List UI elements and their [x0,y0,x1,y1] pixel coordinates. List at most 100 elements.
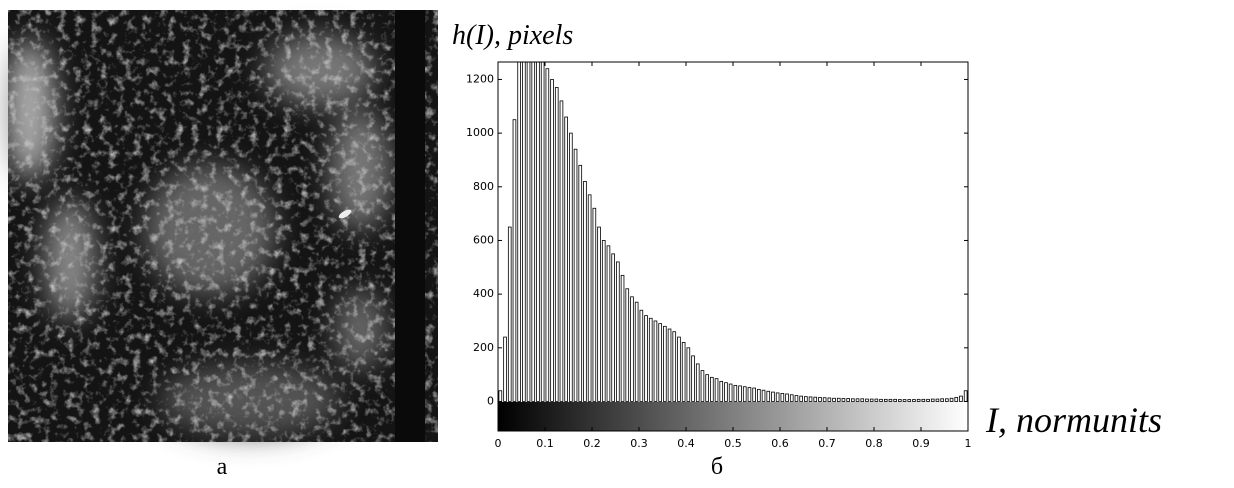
y-tick-label: 800 [473,180,494,193]
x-tick-label: 0.3 [630,437,648,450]
panel-label: а [217,454,228,480]
histogram-bar [517,62,521,402]
histogram-bar [648,317,653,402]
histogram-bar [663,325,667,402]
histogram-bar [841,398,846,402]
histogram-bar [611,253,615,402]
histogram-bar [616,261,620,402]
histogram-bar [766,390,771,402]
histogram-bar [808,396,813,402]
histogram-bar [879,398,883,402]
x-tick-label: 0.9 [912,437,930,450]
histogram-bar [503,336,507,402]
histogram-bar [564,116,568,402]
histogram-bar [813,396,818,402]
histogram-bar [507,226,512,402]
y-tick-label: 1000 [466,126,494,139]
histogram-bar [888,398,893,402]
x-tick-label: 0.7 [818,437,836,450]
histogram-bar [540,62,545,402]
histogram-bar [672,331,677,402]
histogram-bar [771,391,775,402]
x-tick-label: 0.6 [771,437,789,450]
histogram-bar [522,62,526,402]
histogram-bar [695,363,700,402]
histogram-bar [658,323,662,402]
y-axis-label: h(I), pixels [452,20,573,51]
histogram-bar [719,380,724,402]
histogram-bar [959,395,963,402]
histogram-bar [644,315,648,402]
histogram-bar [691,355,695,402]
x-tick-label: 0.8 [865,437,883,450]
y-tick-label: 600 [473,233,494,246]
histogram-bar [639,309,644,402]
histogram-bar [569,132,573,402]
histogram-bar [926,398,930,402]
histogram-bar [954,397,959,402]
y-tick-label: 200 [473,341,494,354]
histogram-bar [804,396,808,402]
histogram-bar [865,398,869,402]
histogram-bar [653,320,658,402]
histogram-bar [728,383,733,402]
histogram-bar [606,245,611,402]
histogram-bar [916,398,921,402]
histogram-bar [832,397,836,402]
histogram-bar [818,397,822,402]
histogram-bar [874,398,879,402]
histogram-bar [752,387,756,402]
histogram-bar [573,148,578,402]
y-tick-label: 1200 [466,72,494,85]
y-tick-label: 0 [487,394,494,407]
histogram-bar [794,395,799,402]
histogram-bar [963,390,968,402]
histogram-bar [898,399,902,402]
histogram-bar [498,390,503,402]
histogram-bar [912,399,916,402]
histogram-bar [902,399,907,402]
histogram-bar [893,398,897,402]
histogram-bar [710,376,714,402]
histogram-bar [775,392,780,402]
histogram-bar [738,385,742,402]
histogram-bar [827,397,832,402]
histogram-bar [945,398,949,402]
colorbar [498,402,968,431]
histogram-bar [949,397,954,402]
histogram-bar [935,398,940,402]
histogram-bar [860,398,865,402]
panel-label: б [711,454,723,480]
histogram-bar [531,62,536,402]
histogram-bar [583,181,587,402]
x-tick-label: 0.2 [583,437,601,450]
histogram-bar [761,389,766,402]
histogram-bar [620,274,625,402]
mri-image [5,10,438,442]
x-tick-label: 0 [495,437,502,450]
histogram-bar [940,398,944,402]
histogram-bar [757,389,761,402]
histogram-bar [512,119,517,402]
x-tick-label: 0.1 [536,437,554,450]
histogram-bar [625,288,630,402]
histogram-bar [747,387,752,402]
histogram-bar [724,382,728,402]
histogram-bar [592,207,597,402]
histogram-bar [799,395,803,402]
x-axis-label: I, normunits [985,400,1162,440]
histogram-bar [921,398,926,402]
histogram-bar [597,226,601,402]
histogram-bar [550,79,554,402]
histogram-bar [545,68,550,402]
histogram-bar [714,378,719,402]
histogram-bar [822,397,827,402]
histogram-bar [601,240,606,402]
histogram-bar [883,398,888,402]
histogram-bar [700,370,705,402]
histogram-bar [851,398,855,402]
y-tick-label: 400 [473,287,494,300]
histogram-bar [780,393,785,402]
histogram-bar [930,398,935,402]
